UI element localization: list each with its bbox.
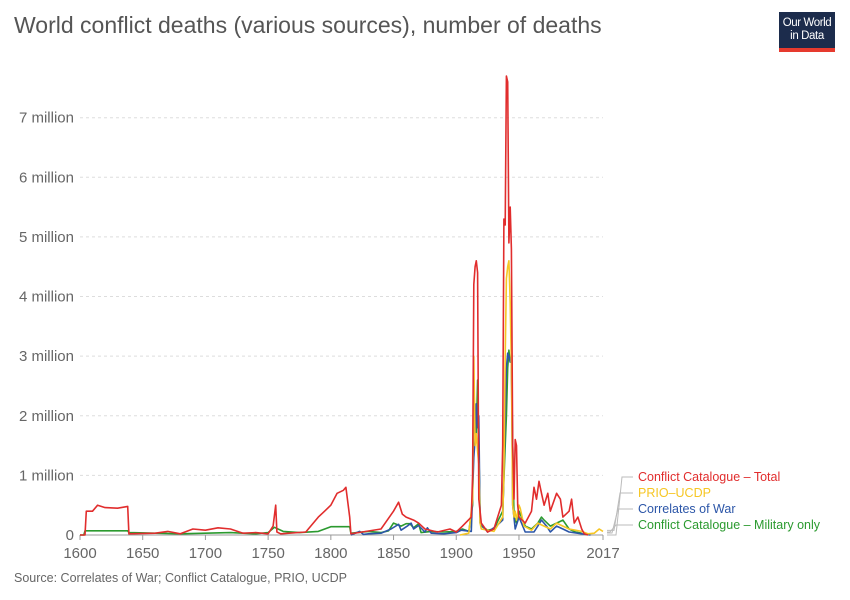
axes: 0 1 million 2 million 3 million 4 million 5 m… [19,110,620,562]
legend-connector [607,524,633,533]
y-tick-label: 5 million [19,229,74,246]
legend-item[interactable]: Correlates of War [638,502,735,516]
chart-title: World conflict deaths (various sources),… [14,12,602,38]
x-tick-label: 1850 [377,545,410,562]
x-tick-label: 2017 [586,545,619,562]
legend-connector [607,508,633,534]
y-tick-label: 3 million [19,348,74,365]
legend: Conflict Catalogue – Total PRIO–UCDP Corre… [607,470,821,536]
x-tick-label: 1750 [251,545,284,562]
legend-item[interactable]: PRIO–UCDP [638,486,711,500]
series-line-conflict-catalogue-total[interactable] [80,75,589,536]
x-tick-label: 1900 [440,545,473,562]
grid-lines [80,117,603,476]
logo-line-1: Our World [782,17,832,29]
legend-item[interactable]: Conflict Catalogue – Total [638,470,780,484]
y-tick-label: 4 million [19,289,74,306]
y-tick-label: 1 million [19,467,74,484]
x-tick-label: 1800 [314,545,347,562]
y-tick-label: 2 million [19,408,74,425]
x-tick-label: 1650 [126,545,159,562]
y-tick-label: 0 [66,527,74,544]
source-note: Source: Correlates of War; Conflict Cata… [14,571,347,585]
y-tick-label: 7 million [19,110,74,127]
legend-item[interactable]: Conflict Catalogue – Military only [638,518,821,532]
series-line-prio-ucdp[interactable] [459,260,604,536]
owid-logo[interactable]: Our World in Data [779,12,835,52]
y-tick-label: 6 million [19,169,74,186]
x-tick-label: 1700 [189,545,222,562]
series-lines [80,75,604,536]
logo-line-2: in Data [790,30,824,42]
legend-connector [607,476,633,536]
x-tick-label: 1950 [502,545,535,562]
series-line-correlates-of-war[interactable] [350,352,591,536]
x-tick-label: 1600 [63,545,96,562]
